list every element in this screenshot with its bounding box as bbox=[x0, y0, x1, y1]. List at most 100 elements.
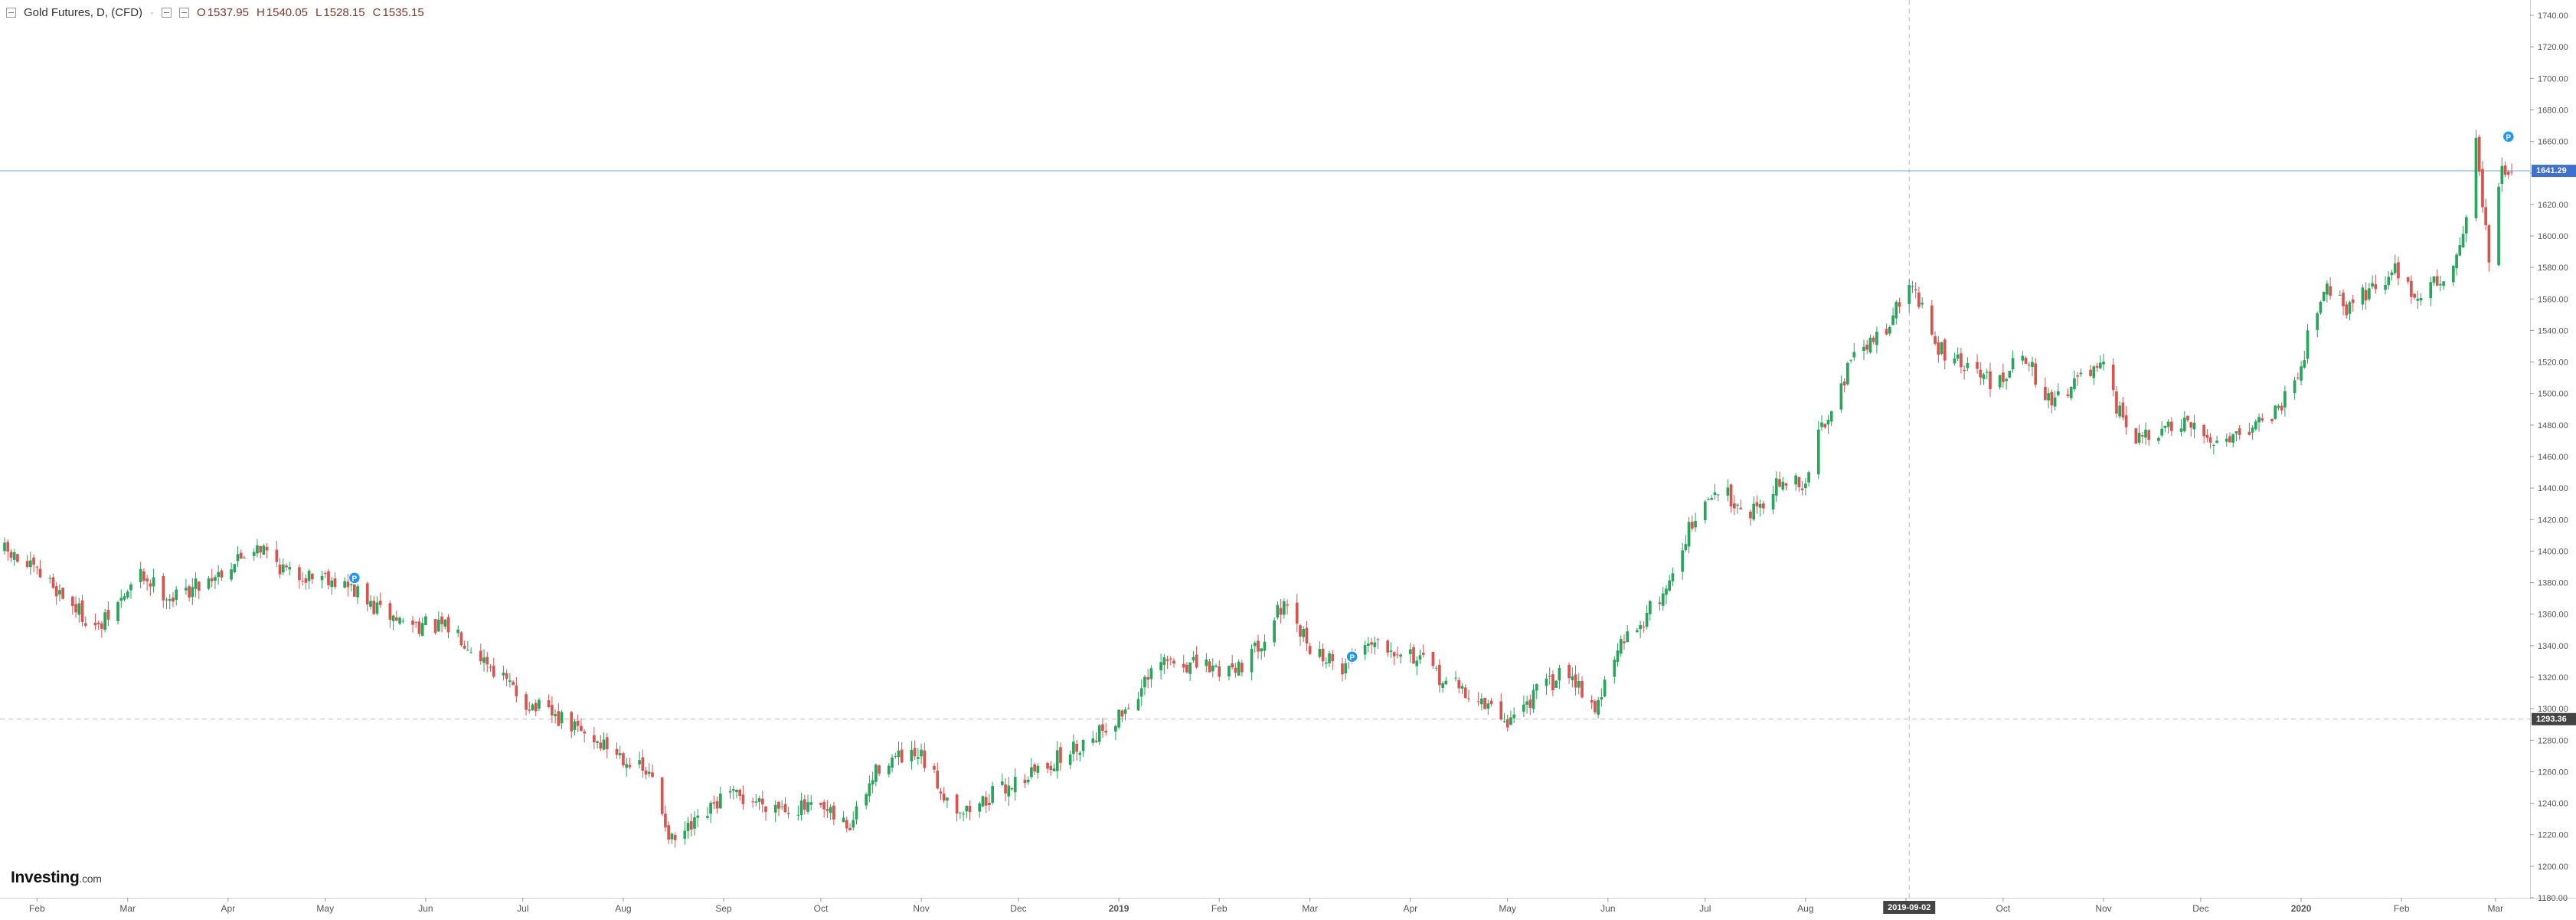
event-marker-icon[interactable] bbox=[348, 571, 361, 584]
candle-body bbox=[1120, 710, 1124, 717]
candle-body bbox=[145, 578, 149, 581]
y-tick-label: 1440.00 bbox=[2538, 484, 2568, 493]
candle bbox=[414, 620, 418, 628]
candle-body bbox=[939, 791, 943, 794]
candle bbox=[2384, 276, 2387, 295]
candle-body bbox=[1055, 750, 1059, 771]
candle bbox=[80, 594, 84, 627]
candle bbox=[1626, 625, 1630, 643]
candle-body bbox=[715, 800, 719, 809]
event-marker-icon[interactable] bbox=[2502, 130, 2516, 143]
candle bbox=[696, 808, 700, 827]
candle-body bbox=[1694, 520, 1697, 528]
candle bbox=[777, 800, 780, 817]
open-label: O bbox=[197, 6, 206, 19]
candle bbox=[1774, 471, 1778, 503]
candle-body bbox=[1396, 654, 1399, 656]
candle-body bbox=[372, 601, 376, 614]
candle bbox=[1914, 282, 1917, 299]
candle bbox=[2115, 386, 2118, 418]
candle bbox=[1324, 656, 1328, 669]
candle bbox=[508, 673, 512, 688]
candle bbox=[2280, 402, 2283, 414]
y-tick-label: 1180.00 bbox=[2538, 894, 2568, 903]
candle bbox=[1321, 643, 1325, 667]
candle-body bbox=[664, 814, 667, 828]
candle bbox=[2140, 431, 2144, 444]
candle bbox=[1117, 709, 1120, 730]
candle bbox=[1852, 343, 1856, 362]
candle-body bbox=[1139, 688, 1143, 697]
candle-body bbox=[2368, 288, 2371, 300]
candle bbox=[1396, 646, 1399, 659]
y-tick-label: 1260.00 bbox=[2538, 768, 2568, 777]
candle bbox=[2005, 377, 2008, 390]
current-price-label-text: 1641.29 bbox=[2536, 166, 2567, 175]
candle-body bbox=[1366, 643, 1370, 646]
investing-logo[interactable]: Investing.com bbox=[11, 869, 102, 887]
candle bbox=[1139, 679, 1143, 706]
x-tick-label: Aug bbox=[1797, 903, 1813, 914]
x-tick-label: Sep bbox=[715, 903, 732, 914]
candle-body bbox=[709, 802, 712, 814]
candle-body bbox=[1726, 487, 1730, 496]
candle bbox=[1438, 659, 1441, 693]
candle-body bbox=[16, 554, 19, 562]
candle-body bbox=[2066, 394, 2070, 396]
collapse-legend-icon[interactable] bbox=[6, 8, 16, 18]
candle bbox=[1985, 368, 1989, 380]
candle bbox=[1228, 665, 1231, 681]
candle bbox=[1136, 692, 1140, 712]
candle-body bbox=[1963, 369, 1966, 372]
remove-study-icon[interactable] bbox=[179, 8, 190, 18]
candle bbox=[2027, 362, 2031, 372]
candle-body bbox=[2095, 365, 2099, 368]
candle bbox=[1149, 665, 1153, 688]
candle bbox=[1807, 470, 1810, 487]
candle bbox=[1911, 280, 1914, 293]
event-marker-icon[interactable] bbox=[1345, 650, 1358, 663]
candle-body bbox=[54, 586, 58, 597]
candle-body bbox=[525, 694, 528, 710]
candle bbox=[2008, 370, 2012, 378]
candle-body bbox=[262, 545, 266, 555]
candle-body bbox=[1713, 492, 1717, 496]
candle bbox=[1421, 644, 1425, 658]
candle-body bbox=[252, 552, 256, 556]
candle bbox=[2351, 294, 2355, 312]
candle bbox=[1716, 493, 1720, 502]
candle bbox=[1286, 599, 1289, 615]
candle bbox=[1571, 667, 1574, 688]
candle-body bbox=[2251, 427, 2254, 433]
candle bbox=[848, 823, 852, 831]
candle-body bbox=[900, 749, 904, 763]
event-marker[interactable]: P bbox=[1345, 650, 1358, 663]
candle bbox=[256, 539, 259, 558]
candle-body bbox=[1136, 699, 1140, 711]
y-tick-label: 1480.00 bbox=[2538, 421, 2568, 431]
candle-body bbox=[2419, 297, 2423, 301]
candle bbox=[897, 741, 901, 765]
candle-body bbox=[894, 756, 897, 758]
event-marker[interactable]: P bbox=[348, 571, 361, 584]
candle-body bbox=[12, 552, 16, 560]
candle bbox=[106, 601, 110, 627]
title-separator-dot: · bbox=[150, 6, 155, 19]
candle bbox=[2387, 271, 2391, 290]
candle bbox=[647, 762, 651, 778]
settings-toggle-icon[interactable] bbox=[162, 8, 172, 18]
x-tick-label: Feb bbox=[1211, 903, 1228, 914]
event-marker[interactable]: P bbox=[2502, 130, 2516, 143]
candle bbox=[965, 805, 969, 818]
event-markers[interactable]: P P P bbox=[348, 130, 2516, 663]
candle-body bbox=[1454, 677, 1457, 679]
candle-body bbox=[1169, 658, 1172, 660]
candle-body bbox=[1953, 358, 1957, 364]
candle-body bbox=[1499, 701, 1503, 720]
candle-body bbox=[596, 741, 599, 743]
candle bbox=[1299, 624, 1302, 647]
candle-body bbox=[1940, 342, 1943, 355]
candle-body bbox=[2011, 358, 2015, 370]
